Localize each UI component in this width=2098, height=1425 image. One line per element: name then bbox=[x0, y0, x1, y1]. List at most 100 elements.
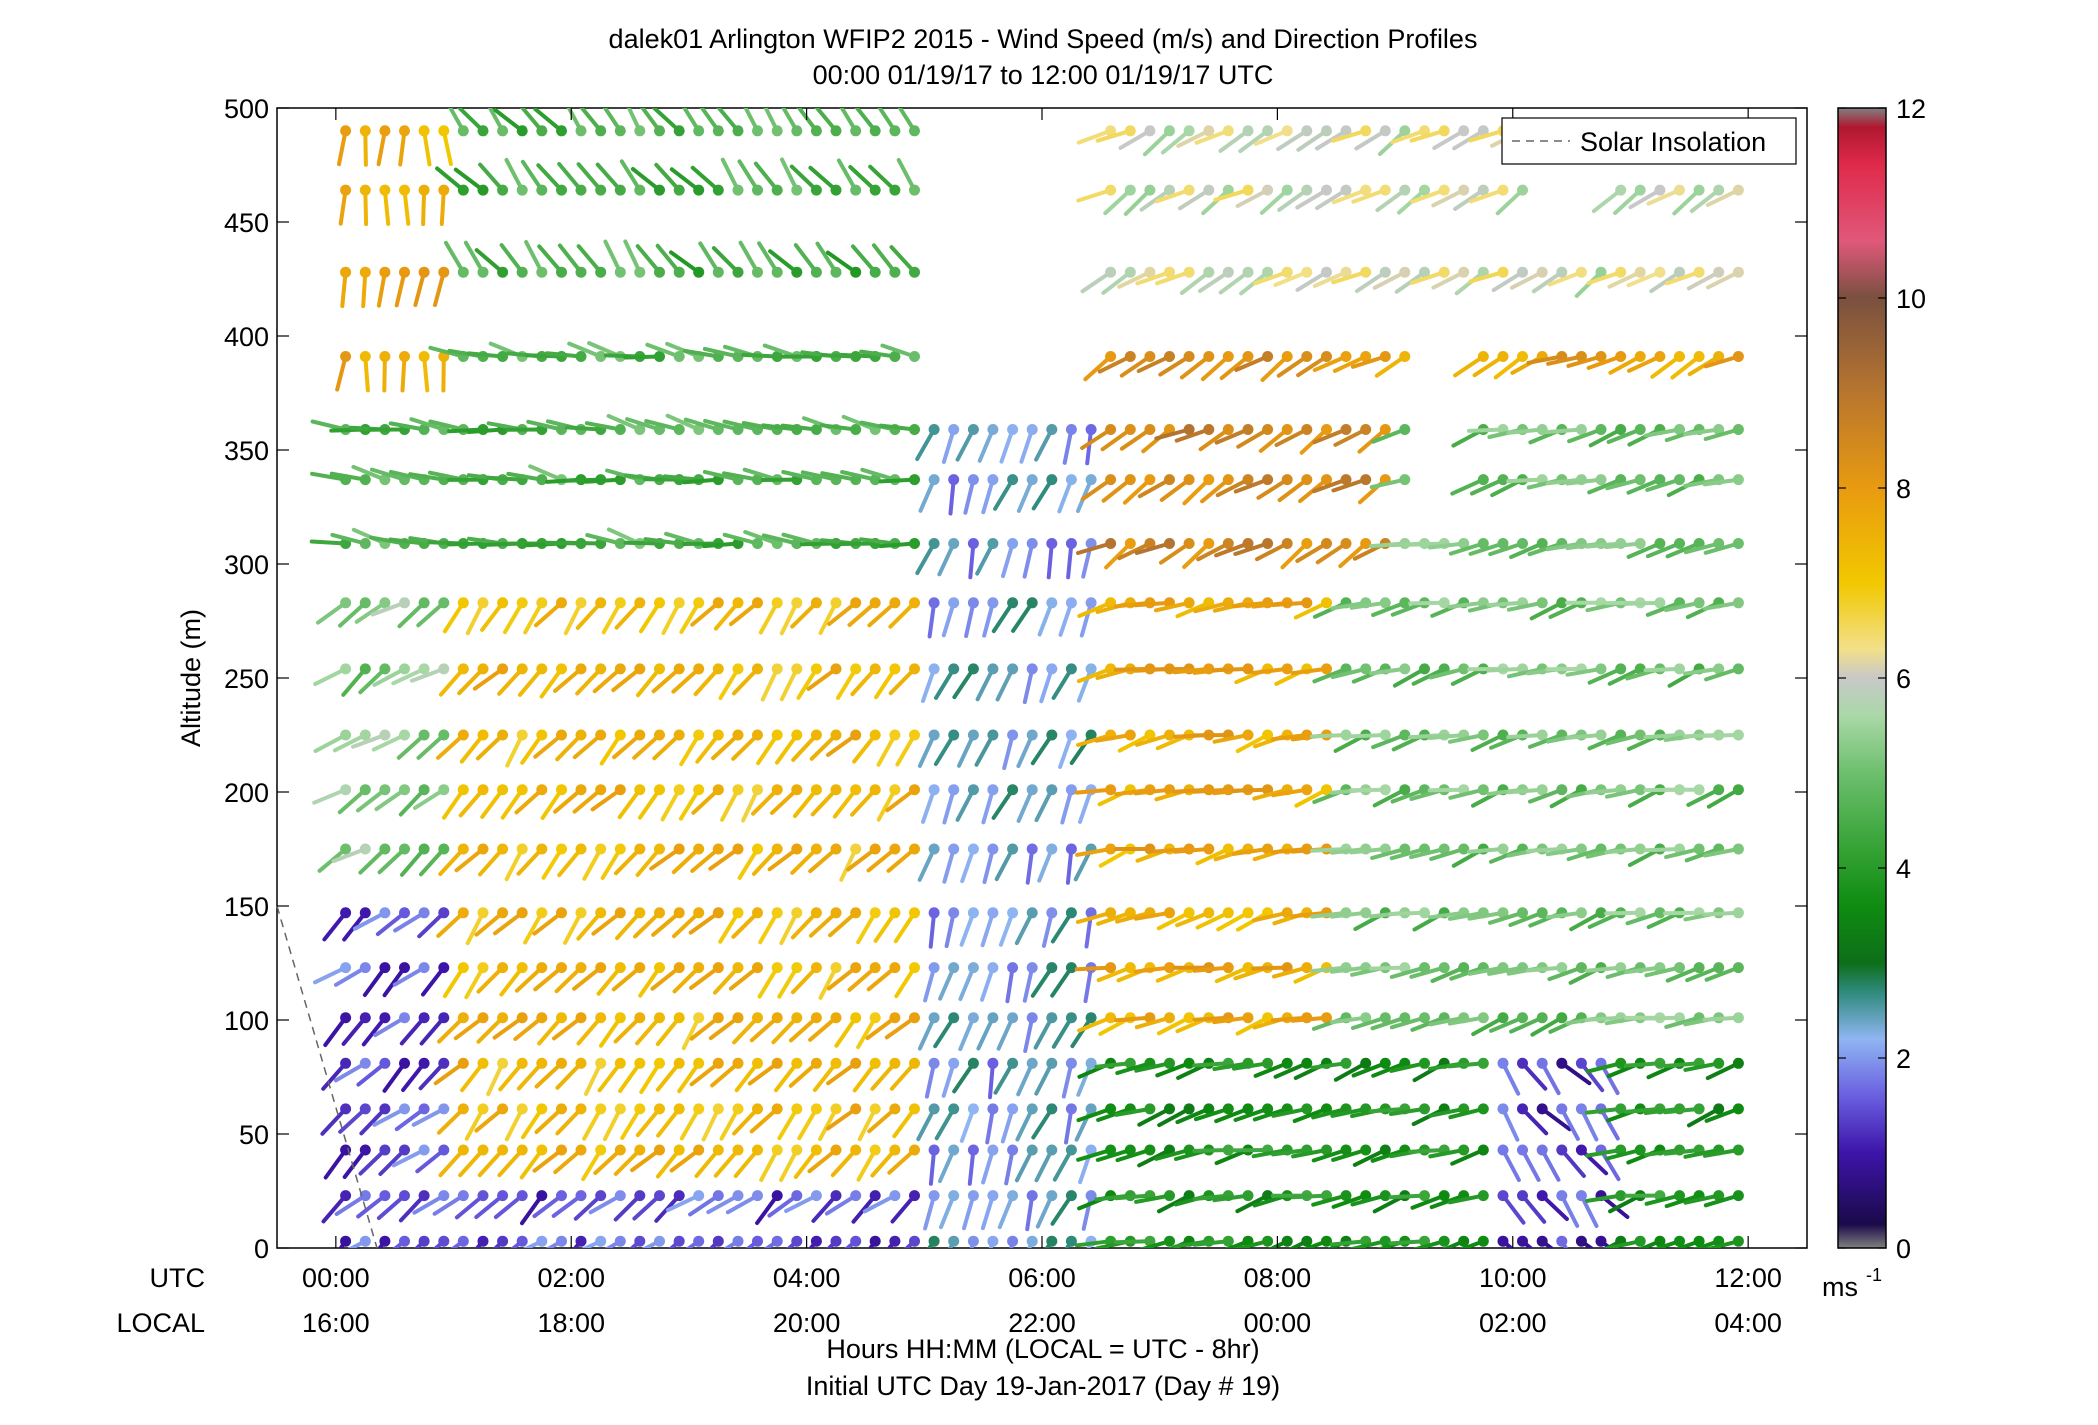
wind-barb-shaft bbox=[1689, 188, 1721, 213]
wind-barb-shaft bbox=[767, 847, 799, 872]
wind-barb bbox=[563, 597, 587, 636]
wind-barb-shaft bbox=[382, 965, 407, 998]
wind-barb-dot bbox=[1046, 784, 1058, 796]
wind-barb-shaft bbox=[1212, 1193, 1250, 1203]
wind-barb-dot bbox=[457, 907, 469, 919]
wind-barb bbox=[1016, 1057, 1038, 1097]
wind-barb-dot bbox=[1497, 474, 1509, 486]
wind-barb-shaft bbox=[553, 1148, 583, 1175]
wind-barb bbox=[362, 962, 391, 997]
wind-barb-shaft bbox=[416, 733, 446, 760]
wind-barb-dot bbox=[987, 1144, 999, 1156]
wind-barb-shaft bbox=[915, 541, 937, 575]
wind-barb-dot bbox=[771, 1144, 783, 1156]
wind-barb bbox=[1157, 1103, 1195, 1128]
wind-barb-dot bbox=[536, 1103, 548, 1115]
wind-barb bbox=[1005, 962, 1019, 1004]
wind-barb bbox=[1075, 907, 1117, 924]
wind-barb-dot bbox=[1065, 1012, 1077, 1024]
wind-barb-dot bbox=[909, 184, 920, 196]
wind-barb bbox=[678, 784, 705, 821]
wind-barb-shaft bbox=[1704, 666, 1741, 682]
wind-barb bbox=[409, 663, 450, 683]
wind-barb-shaft bbox=[457, 666, 485, 696]
wind-barb-dot bbox=[1262, 1057, 1274, 1069]
wind-barb-dot bbox=[732, 351, 744, 362]
wind-barb bbox=[1351, 184, 1391, 204]
wind-barb-shaft bbox=[1195, 847, 1231, 866]
wind-barb bbox=[1650, 351, 1685, 379]
wind-barb-dot bbox=[379, 597, 391, 609]
wind-barb bbox=[1041, 907, 1058, 948]
wind-barb-shaft bbox=[1683, 1193, 1721, 1205]
wind-barb-dot bbox=[379, 843, 391, 855]
wind-barb-shaft bbox=[824, 1193, 858, 1216]
wind-barb-dot bbox=[340, 1012, 352, 1024]
wind-barb bbox=[444, 240, 469, 278]
wind-barb-dot bbox=[1399, 184, 1411, 196]
wind-barb bbox=[1034, 1144, 1058, 1183]
wind-barb bbox=[320, 1103, 352, 1136]
wind-barb-dot bbox=[1007, 962, 1019, 974]
wind-barb bbox=[685, 1235, 705, 1248]
wind-barb bbox=[1389, 1057, 1430, 1073]
wind-barb-dot bbox=[399, 351, 410, 362]
wind-barb-dot bbox=[1124, 266, 1136, 278]
wind-barb bbox=[1331, 184, 1372, 205]
wind-barb-shaft bbox=[788, 1061, 819, 1088]
wind-barb-dot bbox=[987, 597, 999, 609]
wind-barb bbox=[1310, 729, 1352, 741]
wind-barb-dot bbox=[673, 1190, 685, 1202]
wind-barb-dot bbox=[1634, 729, 1646, 741]
wind-barb-dot bbox=[379, 784, 391, 796]
wind-barb-shaft bbox=[732, 1106, 760, 1136]
wind-barb bbox=[652, 729, 685, 761]
wind-barb-dot bbox=[399, 1235, 410, 1247]
wind-barb-shaft bbox=[784, 1193, 819, 1213]
wind-barb bbox=[959, 1103, 979, 1143]
wind-barb-shaft bbox=[630, 167, 662, 193]
wind-barb-shaft bbox=[334, 1193, 368, 1216]
wind-barb-dot bbox=[712, 1235, 724, 1247]
wind-barb-shaft bbox=[779, 910, 799, 946]
wind-barb bbox=[1060, 784, 1077, 825]
wind-barb-dot bbox=[1517, 1103, 1528, 1115]
wind-barb bbox=[584, 421, 626, 435]
wind-barb-shaft bbox=[593, 1148, 623, 1175]
wind-barb bbox=[532, 907, 567, 936]
wind-barb-dot bbox=[575, 1057, 587, 1069]
wind-barb bbox=[828, 907, 862, 938]
wind-barb-dot bbox=[1732, 1190, 1744, 1202]
wind-barb-shaft bbox=[1193, 1106, 1231, 1122]
wind-barb-shaft bbox=[1214, 965, 1250, 984]
x-axis-sublabel: Initial UTC Day 19-Jan-2017 (Day # 19) bbox=[806, 1371, 1280, 1401]
colorbar-tick-label: 10 bbox=[1896, 284, 1926, 314]
wind-barb-dot bbox=[1575, 266, 1587, 278]
wind-barb-shaft bbox=[486, 1061, 505, 1097]
wind-barb-shaft bbox=[722, 471, 760, 482]
wind-barb-dot bbox=[634, 843, 646, 855]
wind-barb-dot bbox=[1046, 663, 1058, 675]
wind-barb-dot bbox=[516, 266, 528, 278]
wind-barb-dot bbox=[1575, 351, 1587, 362]
wind-barb bbox=[1258, 424, 1293, 453]
wind-barb-shaft bbox=[1122, 477, 1152, 505]
wind-barb-dot bbox=[810, 1012, 822, 1024]
wind-barb-shaft bbox=[1579, 1193, 1599, 1228]
wind-barb-shaft bbox=[1471, 1015, 1505, 1037]
wind-barb-shaft bbox=[1527, 541, 1564, 557]
wind-barb-shaft bbox=[1411, 666, 1447, 686]
wind-barb-dot bbox=[1379, 266, 1391, 278]
wind-barb bbox=[1608, 351, 1646, 375]
wind-barb-shaft bbox=[557, 847, 583, 878]
wind-barb-dot bbox=[928, 784, 940, 796]
wind-barb bbox=[1159, 538, 1195, 565]
wind-barb-shaft bbox=[1501, 1239, 1515, 1248]
wind-barb-dot bbox=[654, 266, 665, 278]
wind-barb bbox=[1604, 843, 1646, 855]
wind-barb-shaft bbox=[1526, 354, 1564, 365]
wind-barb bbox=[361, 1012, 391, 1047]
wind-barb-shaft bbox=[1586, 270, 1623, 285]
wind-barb-dot bbox=[1007, 784, 1019, 796]
wind-barb-shaft bbox=[603, 239, 623, 275]
